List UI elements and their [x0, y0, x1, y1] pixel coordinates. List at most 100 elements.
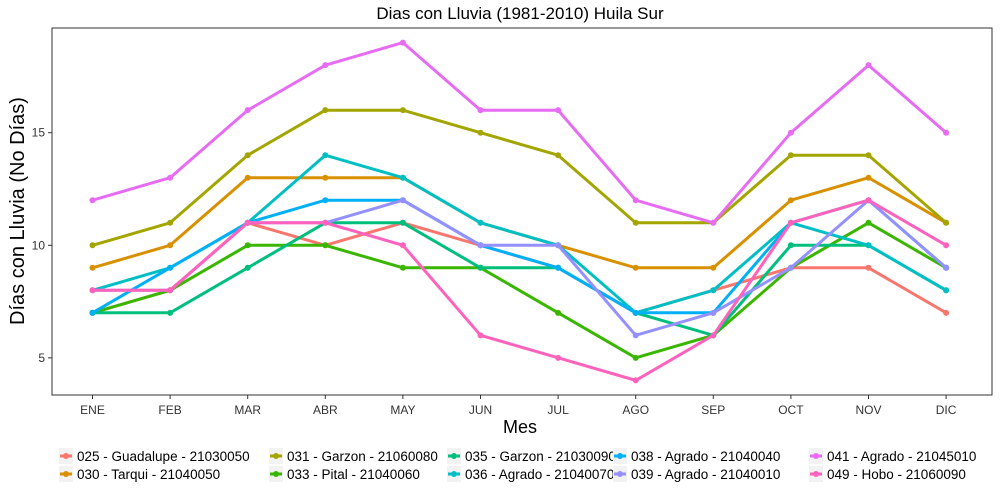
x-tick-label: JUN — [469, 403, 492, 417]
data-point — [787, 152, 794, 159]
legend-key-point — [451, 471, 457, 477]
data-point — [943, 242, 950, 249]
data-point — [477, 219, 484, 226]
data-point — [943, 129, 950, 136]
data-point — [167, 309, 174, 316]
legend-label: 025 - Guadalupe - 21030050 — [77, 449, 250, 464]
data-point — [555, 309, 562, 316]
series-line — [91, 221, 948, 337]
data-point — [943, 264, 950, 271]
data-point — [865, 62, 872, 69]
x-tick-label: ENE — [80, 403, 105, 417]
data-point — [322, 197, 329, 204]
x-tick-label: MAR — [234, 403, 261, 417]
data-point — [710, 332, 717, 339]
data-point — [244, 174, 251, 181]
data-point — [244, 264, 251, 271]
data-point — [477, 332, 484, 339]
data-point — [322, 152, 329, 159]
data-point — [89, 287, 96, 294]
data-point — [89, 197, 96, 204]
legend-item: 038 - Agrado - 21040040 — [613, 448, 780, 464]
data-point — [322, 107, 329, 114]
legend-label: 038 - Agrado - 21040040 — [631, 449, 780, 464]
data-point — [399, 264, 406, 271]
legend-item: 031 - Garzon - 21060080 — [269, 448, 438, 464]
data-point — [710, 219, 717, 226]
x-tick-label: DIC — [936, 403, 957, 417]
data-point — [787, 219, 794, 226]
data-point — [477, 242, 484, 249]
y-tick-label: 15 — [32, 126, 46, 140]
series-layer — [89, 39, 950, 384]
legend-key-point — [63, 471, 69, 477]
data-point — [555, 354, 562, 361]
data-point — [89, 242, 96, 249]
data-point — [167, 287, 174, 294]
data-point — [167, 219, 174, 226]
series-line — [91, 221, 948, 360]
legend-label: 030 - Tarqui - 21040050 — [77, 467, 220, 482]
legend-item: 041 - Agrado - 21045010 — [809, 448, 976, 464]
legend-label: 036 - Agrado - 21040070 — [465, 467, 614, 482]
plot-panel — [51, 27, 993, 396]
data-point — [399, 107, 406, 114]
data-point — [943, 287, 950, 294]
series-line — [91, 108, 948, 247]
data-point — [399, 242, 406, 249]
legend-label: 031 - Garzon - 21060080 — [287, 449, 438, 464]
x-axis-title: Mes — [503, 417, 537, 437]
legend-key-point — [63, 453, 69, 459]
data-point — [244, 152, 251, 159]
legend: 025 - Guadalupe - 21030050 030 - Tarqui -… — [59, 448, 976, 482]
data-point — [710, 309, 717, 316]
data-point — [167, 174, 174, 181]
legend-item: 033 - Pital - 21040060 — [269, 466, 420, 482]
data-point — [865, 197, 872, 204]
data-point — [787, 264, 794, 271]
legend-key-point — [617, 453, 623, 459]
legend-key-point — [273, 471, 279, 477]
data-point — [322, 174, 329, 181]
x-tick-label: FEB — [158, 403, 181, 417]
legend-item: 036 - Agrado - 21040070 — [447, 466, 614, 482]
series-line — [91, 41, 948, 225]
series-group — [89, 39, 950, 226]
data-point — [477, 264, 484, 271]
data-point — [322, 242, 329, 249]
x-axis: ENE FEB MAR ABR MAY JUN JUL AGO SEP OCT NOV DIC — [80, 395, 957, 417]
legend-item: 035 - Garzon - 21030090 — [447, 448, 616, 464]
data-point — [787, 129, 794, 136]
data-point — [632, 332, 639, 339]
data-point — [710, 287, 717, 294]
data-point — [632, 264, 639, 271]
series-group — [89, 197, 950, 384]
legend-item: 025 - Guadalupe - 21030050 — [59, 448, 250, 464]
legend-label: 039 - Agrado - 21040010 — [631, 467, 780, 482]
data-point — [865, 174, 872, 181]
data-point — [632, 377, 639, 384]
data-point — [865, 264, 872, 271]
data-point — [89, 264, 96, 271]
data-point — [632, 354, 639, 361]
x-tick-label: NOV — [855, 403, 881, 417]
legend-label: 041 - Agrado - 21045010 — [827, 449, 976, 464]
data-point — [399, 197, 406, 204]
data-point — [865, 152, 872, 159]
chart-title: Dias con Lluvia (1981-2010) Huila Sur — [376, 4, 664, 23]
data-point — [244, 242, 251, 249]
legend-item: 030 - Tarqui - 21040050 — [59, 466, 220, 482]
y-tick-label: 5 — [38, 351, 45, 365]
x-tick-label: ABR — [313, 403, 338, 417]
legend-key-point — [451, 453, 457, 459]
legend-key-point — [813, 471, 819, 477]
data-point — [632, 309, 639, 316]
data-point — [89, 309, 96, 316]
data-point — [555, 242, 562, 249]
y-tick-label: 10 — [32, 238, 46, 252]
series-line — [91, 198, 948, 382]
legend-label: 035 - Garzon - 21030090 — [465, 449, 616, 464]
x-tick-label: JUL — [547, 403, 569, 417]
x-tick-label: SEP — [701, 403, 725, 417]
